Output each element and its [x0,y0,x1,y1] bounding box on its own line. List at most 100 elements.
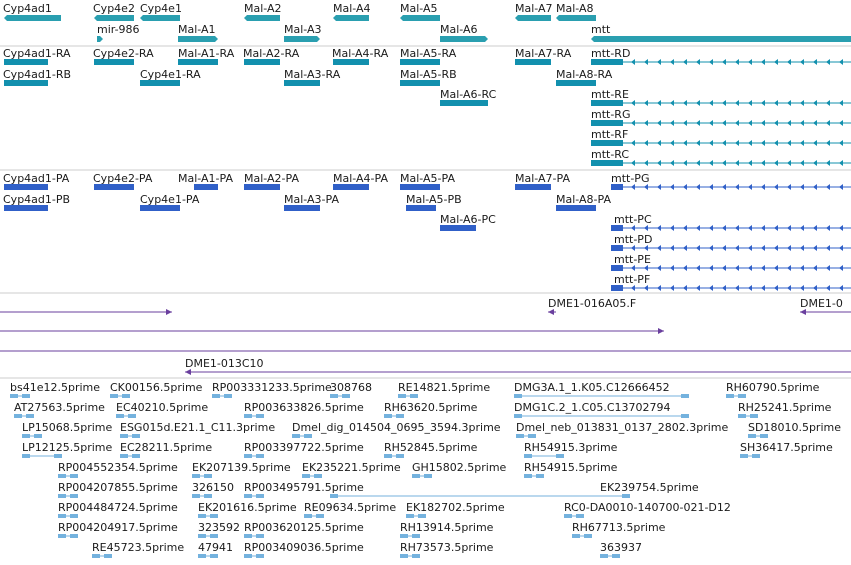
est-feature[interactable]: RH52845.5prime [384,441,478,458]
est-feature[interactable]: EC28211.5prime [120,441,212,458]
est-feature[interactable]: RP003620125.5prime [244,521,364,538]
est-feature[interactable]: RP003331233.5prime [212,381,332,398]
transcript-feature[interactable]: Mal-A7-RA [515,47,572,65]
est-feature[interactable]: Dmel_neb_013831_0137_2802.3prime [516,421,728,438]
est-feature[interactable]: EK239754.5prime [330,481,699,498]
est-feature[interactable]: RP003397722.5prime [244,441,364,458]
protein-feature[interactable]: mtt-PG [611,172,851,190]
transcript-feature[interactable]: Mal-A3-RA [284,68,341,86]
protein-feature[interactable]: Mal-A8-PA [556,193,611,211]
transcript-feature[interactable]: Mal-A1-RA [178,47,235,65]
protein-feature[interactable]: mtt-PE [611,253,851,271]
est-feature[interactable]: AT27563.5prime [14,401,105,418]
est-feature[interactable]: EK207139.5prime [192,461,291,478]
clone-feature[interactable]: DME1-016A05.F [548,297,636,315]
gene-feature[interactable]: Mal-A3 [284,23,322,42]
est-feature[interactable]: RH73573.5prime [400,541,494,558]
clone-feature[interactable]: DME1-0 [800,297,851,315]
est-feature[interactable]: RC0-DA0010-140700-021-D12 [564,501,731,518]
transcript-feature[interactable]: Cyp4ad1-RA [3,47,71,65]
protein-feature[interactable]: Cyp4e1-PA [140,193,200,211]
est-feature[interactable]: RH54915.3prime [524,441,618,458]
gene-feature[interactable]: Mal-A7 [515,2,553,21]
est-feature[interactable]: RH25241.5prime [738,401,832,418]
gene-feature[interactable]: Cyp4e1 [140,2,182,21]
gene-feature[interactable]: Mal-A4 [333,2,371,21]
est-feature[interactable]: RE14821.5prime [398,381,490,398]
est-feature[interactable]: LP12125.5prime [22,441,113,458]
protein-feature[interactable]: Mal-A2-PA [244,172,299,190]
est-feature[interactable]: Dmel_dig_014504_0695_3594.3prime [292,421,501,438]
gene-feature[interactable]: mir-986 [97,23,140,42]
est-feature[interactable]: RP003495791.5prime [244,481,364,498]
est-feature[interactable]: RH54915.5prime [524,461,618,478]
gene-glyph[interactable] [97,36,103,42]
protein-feature[interactable]: Mal-A4-PA [333,172,388,190]
gene-glyph[interactable] [556,15,596,21]
est-feature[interactable]: 363937 [600,541,642,558]
gene-glyph[interactable] [440,36,488,42]
transcript-feature[interactable]: mtt-RC [591,148,851,166]
est-feature[interactable]: RP004207855.5prime [58,481,178,498]
gene-feature[interactable]: Cyp4e2 [93,2,135,21]
est-feature[interactable]: DMG3A.1_1.K05.C12666452 [514,381,689,398]
gene-feature[interactable]: mtt [591,23,851,42]
transcript-feature[interactable]: Cyp4ad1-RB [3,68,71,86]
transcript-feature[interactable]: Cyp4e2-RA [93,47,154,65]
transcript-feature[interactable]: mtt-RG [591,108,851,126]
gene-feature[interactable]: Mal-A1 [178,23,218,42]
est-feature[interactable]: 308768 [330,381,372,398]
est-feature[interactable]: EK235221.5prime [302,461,401,478]
est-feature[interactable]: EK182702.5prime [406,501,505,518]
transcript-feature[interactable]: Mal-A6-RC [440,88,497,106]
transcript-feature[interactable]: mtt-RE [591,88,851,106]
gene-glyph[interactable] [333,15,369,21]
protein-feature[interactable]: Cyp4e2-PA [93,172,153,190]
clone-feature[interactable]: DME1-013C10 [185,357,851,375]
transcript-feature[interactable]: Mal-A5-RA [400,47,457,65]
protein-feature[interactable]: Mal-A5-PA [400,172,455,190]
gene-glyph[interactable] [94,15,134,21]
transcript-feature[interactable]: Mal-A8-RA [556,68,613,86]
est-feature[interactable]: RE09634.5prime [304,501,396,518]
clone-feature[interactable] [0,309,172,315]
est-feature[interactable]: RP003409036.5prime [244,541,364,558]
protein-feature[interactable]: Cyp4ad1-PA [3,172,70,190]
protein-feature[interactable]: mtt-PC [611,213,851,231]
transcript-feature[interactable]: Mal-A5-RB [400,68,457,86]
est-feature[interactable]: EK201616.5prime [198,501,297,518]
gene-feature[interactable]: Cyp4ad1 [3,2,61,21]
gene-glyph[interactable] [178,36,218,42]
est-feature[interactable]: CK00156.5prime [110,381,203,398]
gene-glyph[interactable] [515,15,551,21]
transcript-feature[interactable]: Mal-A4-RA [332,47,389,65]
gene-feature[interactable]: Mal-A6 [440,23,488,42]
est-feature[interactable]: RH67713.5prime [572,521,666,538]
transcript-feature[interactable]: mtt-RD [591,47,851,65]
est-feature[interactable]: bs41e12.5prime [10,381,100,398]
est-feature[interactable]: 323592 [198,521,240,538]
gene-glyph[interactable] [244,15,280,21]
gene-feature[interactable]: Mal-A8 [556,2,596,21]
est-feature[interactable]: EC40210.5prime [116,401,208,418]
gene-glyph[interactable] [140,15,180,21]
clone-feature[interactable] [0,328,664,334]
est-feature[interactable]: LP15068.5prime [22,421,113,438]
protein-feature[interactable]: mtt-PF [611,273,851,291]
protein-feature[interactable]: Mal-A1-PA [178,172,233,190]
est-feature[interactable]: RH63620.5prime [384,401,478,418]
gene-glyph[interactable] [591,36,851,42]
est-feature[interactable]: ESG015d.E21.1_C11.3prime [120,421,275,438]
transcript-feature[interactable]: Cyp4e1-RA [140,68,201,86]
gene-feature[interactable]: Mal-A5 [400,2,440,21]
est-feature[interactable]: RP004484724.5prime [58,501,178,518]
est-feature[interactable]: RE45723.5prime [92,541,184,558]
est-feature[interactable]: RP003633826.5prime [244,401,364,418]
protein-feature[interactable]: mtt-PD [611,233,851,251]
gene-glyph[interactable] [284,36,320,42]
gene-glyph[interactable] [400,15,440,21]
est-feature[interactable]: 326150 [192,481,234,498]
transcript-feature[interactable]: Mal-A2-RA [243,47,300,65]
est-feature[interactable]: RP004204917.5prime [58,521,178,538]
est-feature[interactable]: SH36417.5prime [740,441,833,458]
